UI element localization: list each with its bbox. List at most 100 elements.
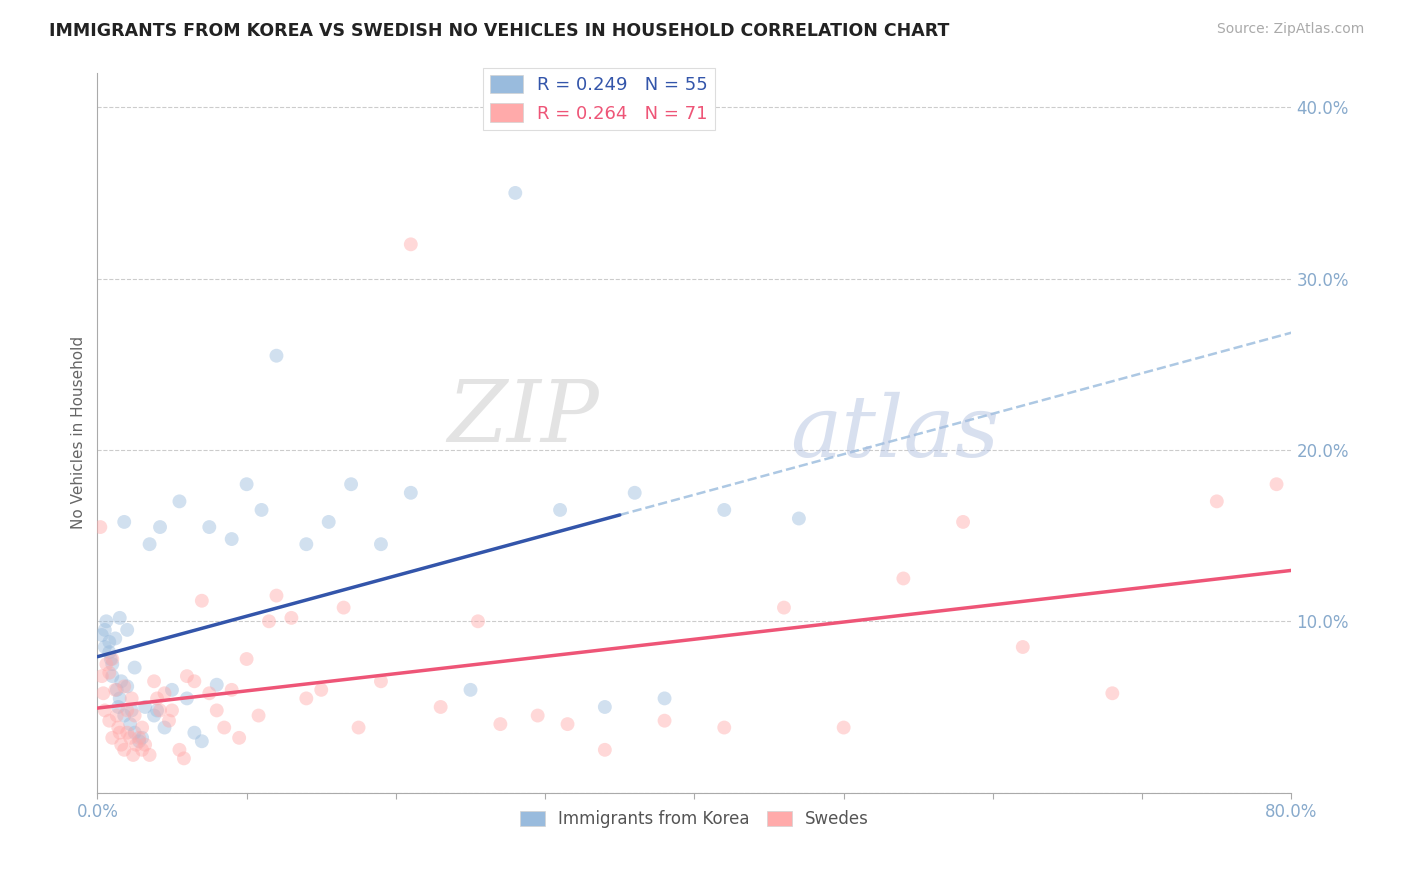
Point xyxy=(489,717,512,731)
Point xyxy=(173,751,195,765)
Point xyxy=(149,703,172,717)
Point xyxy=(98,665,121,680)
Point xyxy=(832,721,855,735)
Point xyxy=(146,691,169,706)
Point xyxy=(295,537,318,551)
Point xyxy=(101,657,124,672)
Point xyxy=(893,572,915,586)
Point xyxy=(108,691,131,706)
Point xyxy=(128,731,150,745)
Point xyxy=(143,674,166,689)
Point xyxy=(98,635,121,649)
Point xyxy=(125,738,148,752)
Point xyxy=(787,511,810,525)
Point xyxy=(773,600,796,615)
Point xyxy=(952,515,974,529)
Point xyxy=(124,725,146,739)
Point xyxy=(94,640,117,654)
Point xyxy=(107,721,129,735)
Point xyxy=(1265,477,1288,491)
Point xyxy=(110,738,132,752)
Point xyxy=(169,743,191,757)
Point xyxy=(370,537,392,551)
Point xyxy=(131,731,153,745)
Point xyxy=(183,725,205,739)
Point xyxy=(160,682,183,697)
Point xyxy=(593,700,616,714)
Point xyxy=(654,714,676,728)
Point xyxy=(143,708,166,723)
Text: Source: ZipAtlas.com: Source: ZipAtlas.com xyxy=(1216,22,1364,37)
Point xyxy=(221,682,243,697)
Point xyxy=(115,623,138,637)
Point xyxy=(169,494,191,508)
Point xyxy=(399,237,422,252)
Point xyxy=(110,674,132,689)
Point xyxy=(115,703,138,717)
Point xyxy=(91,686,114,700)
Point xyxy=(149,520,172,534)
Point xyxy=(121,703,143,717)
Point xyxy=(101,731,124,745)
Point xyxy=(100,652,122,666)
Point xyxy=(112,515,135,529)
Point xyxy=(212,721,235,735)
Text: ZIP: ZIP xyxy=(447,377,599,459)
Point xyxy=(205,703,228,717)
Point xyxy=(94,703,117,717)
Point xyxy=(112,680,135,694)
Point xyxy=(429,700,451,714)
Point xyxy=(128,734,150,748)
Point xyxy=(460,682,482,697)
Point xyxy=(138,747,160,762)
Point xyxy=(548,503,571,517)
Point xyxy=(153,721,176,735)
Point xyxy=(121,691,143,706)
Point xyxy=(309,682,332,697)
Point xyxy=(318,515,340,529)
Point xyxy=(235,477,257,491)
Point xyxy=(108,725,131,739)
Point xyxy=(183,674,205,689)
Point xyxy=(266,349,288,363)
Point xyxy=(108,611,131,625)
Point xyxy=(503,186,526,200)
Point xyxy=(526,708,548,723)
Point xyxy=(467,615,489,629)
Point xyxy=(235,652,257,666)
Point xyxy=(115,725,138,739)
Point xyxy=(112,708,135,723)
Point xyxy=(160,703,183,717)
Point xyxy=(134,738,156,752)
Point xyxy=(221,532,243,546)
Point xyxy=(1011,640,1033,654)
Point xyxy=(134,700,156,714)
Point xyxy=(115,680,138,694)
Point xyxy=(146,703,169,717)
Point xyxy=(623,485,645,500)
Legend: Immigrants from Korea, Swedes: Immigrants from Korea, Swedes xyxy=(513,804,876,835)
Point xyxy=(120,717,142,731)
Point xyxy=(347,721,370,735)
Point xyxy=(104,682,127,697)
Point xyxy=(205,678,228,692)
Point xyxy=(122,747,145,762)
Point xyxy=(228,731,250,745)
Point xyxy=(105,708,128,723)
Point xyxy=(98,714,121,728)
Point xyxy=(191,593,214,607)
Point xyxy=(257,615,280,629)
Point xyxy=(120,731,142,745)
Point xyxy=(112,743,135,757)
Point xyxy=(250,503,273,517)
Point xyxy=(370,674,392,689)
Text: IMMIGRANTS FROM KOREA VS SWEDISH NO VEHICLES IN HOUSEHOLD CORRELATION CHART: IMMIGRANTS FROM KOREA VS SWEDISH NO VEHI… xyxy=(49,22,949,40)
Point xyxy=(332,600,354,615)
Point xyxy=(557,717,579,731)
Point xyxy=(1101,686,1123,700)
Point xyxy=(340,477,363,491)
Point xyxy=(157,714,180,728)
Point xyxy=(191,734,214,748)
Point xyxy=(713,503,735,517)
Point xyxy=(105,682,128,697)
